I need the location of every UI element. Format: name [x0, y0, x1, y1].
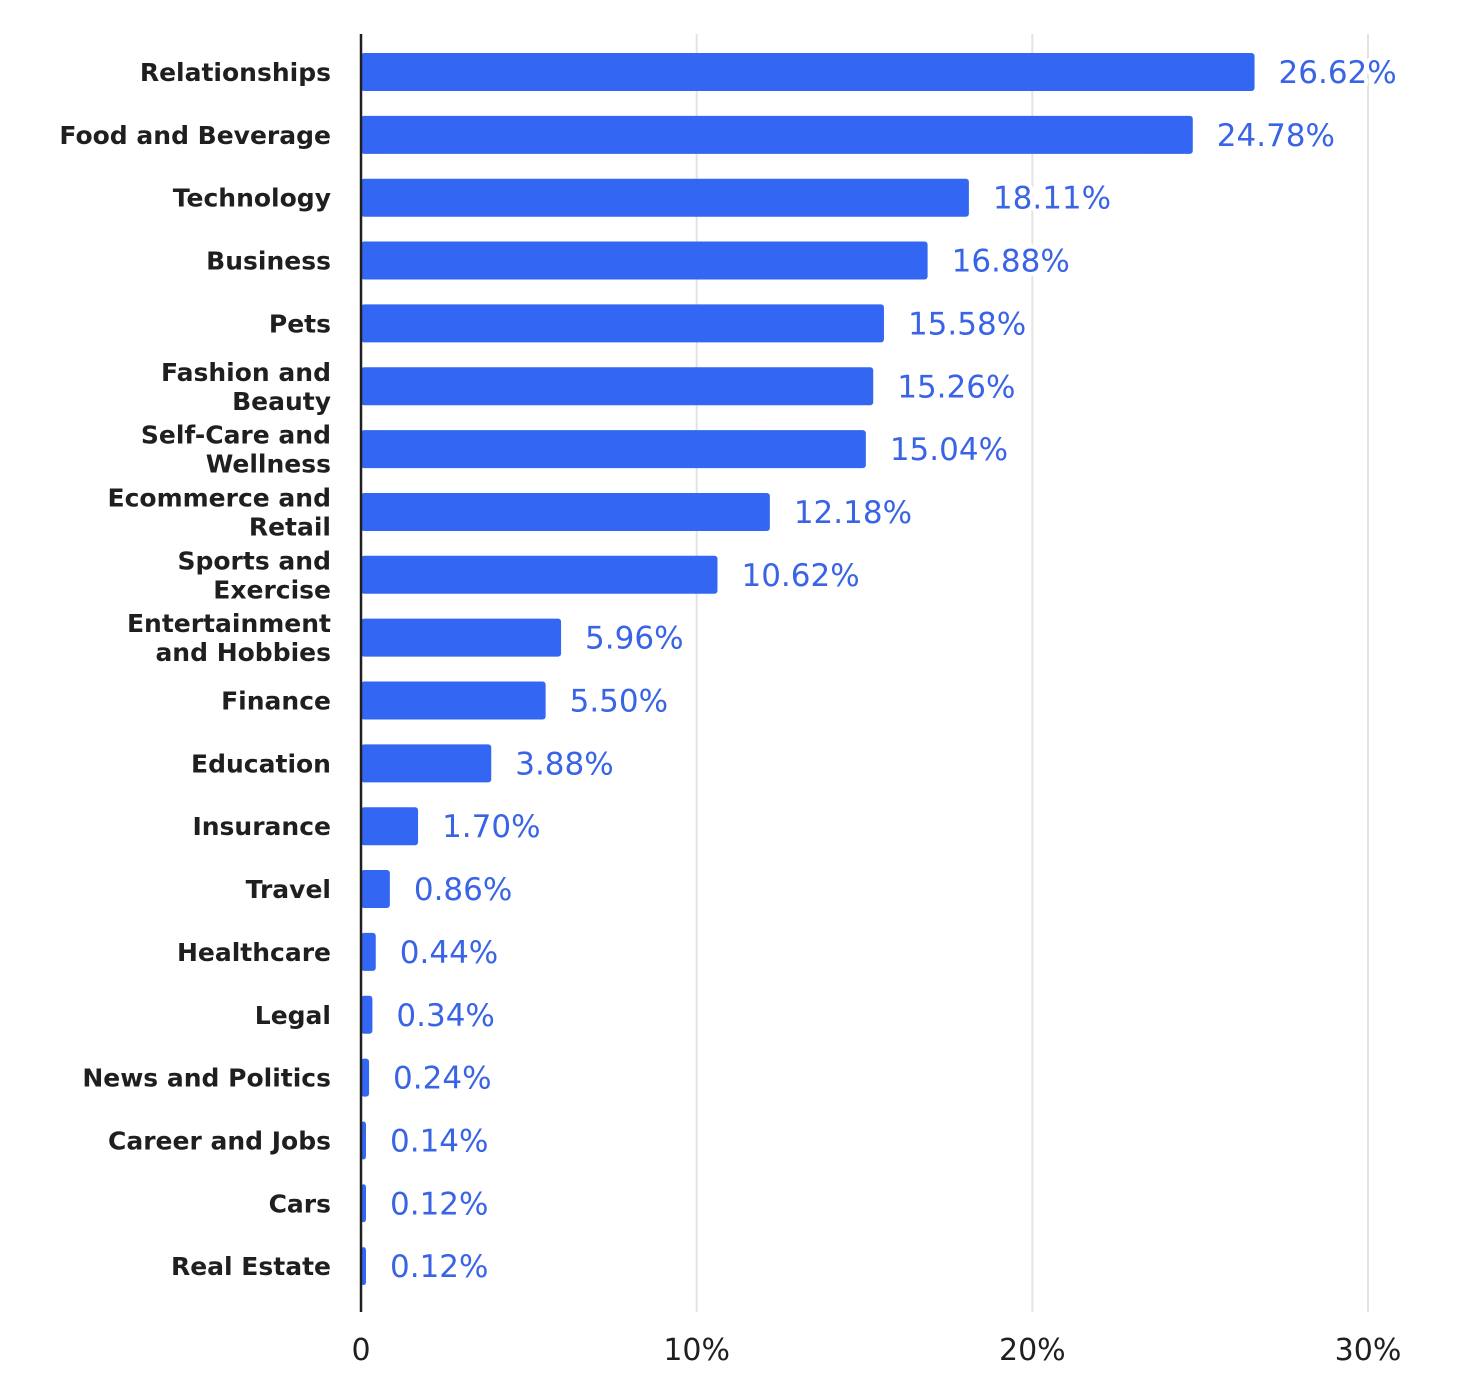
- category-label-9-line-1: and Hobbies: [155, 638, 331, 667]
- category-label-9: Entertainment and Hobbies: [127, 609, 331, 667]
- value-label-13: 0.86%: [414, 872, 512, 908]
- bar-6: [361, 430, 866, 469]
- value-label-5: 15.26%: [897, 369, 1015, 405]
- bar-7: [361, 492, 770, 531]
- category-label-19: Real Estate: [171, 1252, 331, 1281]
- bar-10: [361, 681, 546, 720]
- x-tick-label-2: 20%: [999, 1333, 1066, 1368]
- category-label-10: Finance: [221, 687, 331, 716]
- x-axis-tick-labels: 0 10% 20% 30%: [351, 1333, 1401, 1368]
- x-tick-label-1: 10%: [663, 1333, 730, 1368]
- category-label-6-line-1: Wellness: [206, 450, 331, 479]
- bar-9: [361, 618, 562, 657]
- category-label-7-line-0: Ecommerce and: [108, 483, 332, 512]
- category-label-8: Sports and Exercise: [177, 546, 331, 604]
- value-label-17: 0.14%: [390, 1123, 488, 1159]
- bars: [361, 53, 1255, 1286]
- category-label-6: Self-Care and Wellness: [141, 421, 331, 479]
- value-label-1: 24.78%: [1217, 118, 1335, 154]
- category-label-8-line-1: Exercise: [213, 575, 331, 604]
- category-label-13: Travel: [246, 875, 331, 904]
- bar-11: [361, 744, 492, 783]
- category-label-2: Technology: [173, 184, 331, 213]
- bar-12: [361, 807, 419, 846]
- value-label-2: 18.11%: [993, 181, 1111, 217]
- value-label-9: 5.96%: [585, 621, 683, 657]
- value-label-16: 0.24%: [393, 1061, 491, 1097]
- category-label-9-line-0: Entertainment: [127, 609, 331, 638]
- category-label-11: Education: [191, 749, 331, 778]
- bar-3: [361, 241, 928, 280]
- category-label-5: Fashion and Beauty: [161, 358, 331, 416]
- category-label-5-line-0: Fashion and: [161, 358, 331, 387]
- bar-15: [361, 995, 373, 1034]
- category-label-1: Food and Beverage: [59, 121, 331, 150]
- category-label-5-line-1: Beauty: [232, 387, 331, 416]
- category-label-0: Relationships: [140, 58, 331, 87]
- value-label-3: 16.88%: [952, 244, 1070, 280]
- category-label-16: News and Politics: [82, 1064, 331, 1093]
- value-label-11: 3.88%: [515, 746, 613, 782]
- value-label-8: 10.62%: [741, 558, 859, 594]
- category-label-7-line-1: Retail: [249, 512, 331, 541]
- x-tick-label-0: 0: [351, 1333, 370, 1368]
- bar-14: [361, 932, 376, 971]
- bar-0: [361, 53, 1255, 91]
- bar-16: [361, 1058, 370, 1097]
- value-labels: 26.62% 24.78% 18.11% 16.88% 15.58% 15.26% 15.0…: [386, 51, 1401, 1289]
- value-label-18: 0.12%: [390, 1186, 488, 1222]
- category-label-8-line-0: Sports and: [177, 546, 331, 575]
- value-label-14: 0.44%: [400, 935, 498, 971]
- value-label-10: 5.50%: [570, 684, 668, 720]
- category-label-15: Legal: [255, 1001, 331, 1030]
- value-label-19: 0.12%: [390, 1249, 488, 1285]
- value-label-0: 26.62%: [1279, 55, 1397, 91]
- category-label-17: Career and Jobs: [108, 1126, 331, 1155]
- category-label-6-line-0: Self-Care and: [141, 421, 331, 450]
- bar-5: [361, 367, 874, 406]
- gridlines: [695, 34, 1369, 1312]
- bar-4: [361, 304, 884, 343]
- category-label-3: Business: [206, 247, 331, 276]
- bar-1: [361, 115, 1193, 154]
- value-label-7: 12.18%: [794, 495, 912, 531]
- category-label-18: Cars: [269, 1189, 331, 1218]
- bar-13: [361, 870, 390, 909]
- value-label-12: 1.70%: [442, 809, 540, 845]
- x-tick-label-3: 30%: [1335, 1333, 1402, 1368]
- category-label-12: Insurance: [192, 812, 331, 841]
- category-labels: Relationships Food and Beverage Technology…: [59, 58, 331, 1281]
- bar-2: [361, 178, 969, 217]
- value-label-6: 15.04%: [890, 432, 1008, 468]
- category-label-4: Pets: [269, 309, 331, 338]
- value-label-15: 0.34%: [396, 998, 494, 1034]
- category-label-7: Ecommerce and Retail: [108, 483, 332, 541]
- bar-8: [361, 555, 718, 594]
- category-label-14: Healthcare: [177, 938, 331, 967]
- value-label-4: 15.58%: [908, 306, 1026, 342]
